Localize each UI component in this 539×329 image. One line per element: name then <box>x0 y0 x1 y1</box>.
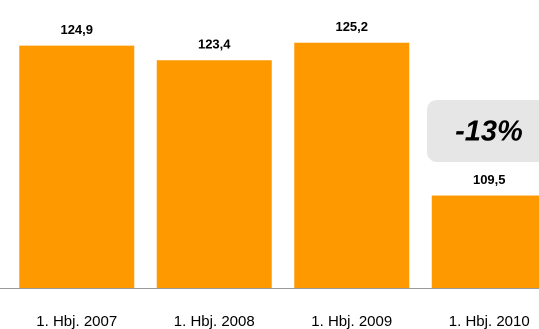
value-label: 125,2 <box>335 19 368 34</box>
x-tick-label: 1. Hbj. 2007 <box>36 313 117 329</box>
bar <box>19 45 135 288</box>
bar <box>431 195 539 288</box>
annotation-box <box>427 100 539 162</box>
value-label: 124,9 <box>60 22 93 37</box>
x-tick-label: 1. Hbj. 2010 <box>449 313 530 329</box>
annotation: -13% <box>455 116 523 148</box>
value-label: 109,5 <box>473 172 506 187</box>
bar <box>294 42 410 288</box>
x-tick-label: 1. Hbj. 2008 <box>174 313 255 329</box>
value-label: 123,4 <box>198 37 231 52</box>
bar <box>156 60 272 288</box>
x-tick-label: 1. Hbj. 2009 <box>311 313 392 329</box>
